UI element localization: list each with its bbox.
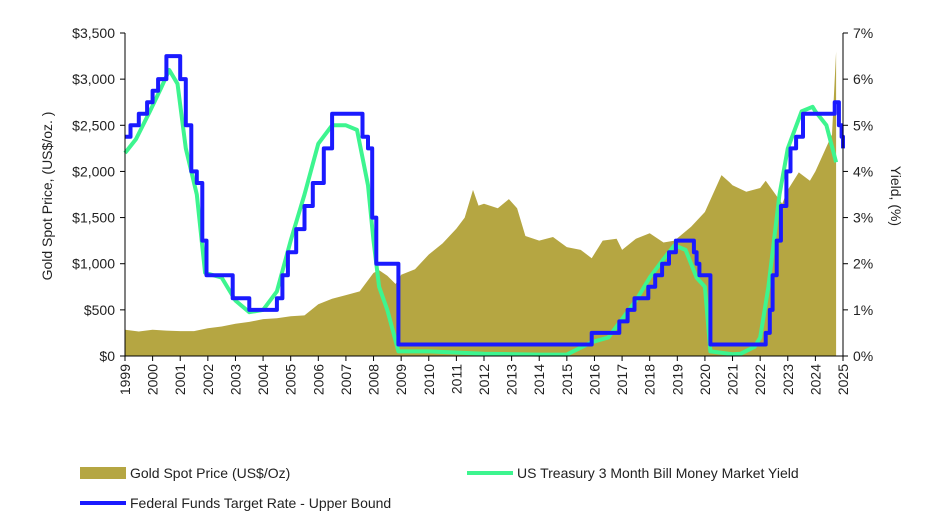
x-tick-label: 2006: [310, 364, 326, 395]
legend-item-fed: Federal Funds Target Rate - Upper Bound: [80, 495, 391, 511]
y-left-tick-label: $1,000: [72, 256, 115, 272]
plot-area: [123, 51, 845, 357]
y-right-tick-label: 1%: [853, 302, 873, 318]
series-line-federal-funds-target-rate-upper-bound: [125, 54, 845, 347]
y-left-tick-label: $3,000: [72, 71, 115, 87]
x-tick-label: 2012: [476, 364, 492, 395]
legend-item-gold: Gold Spot Price (US$/Oz): [80, 465, 290, 481]
x-tick-label: 2013: [504, 364, 520, 395]
x-tick-label: 2003: [228, 364, 244, 395]
legend-label-gold: Gold Spot Price (US$/Oz): [130, 465, 291, 481]
x-tick-label: 2000: [145, 364, 161, 395]
x-tick-label: 2011: [448, 364, 464, 394]
y-axis-right-title: Yield, (%): [888, 166, 904, 226]
x-tick-label: 2016: [587, 364, 603, 395]
x-tick-label: 2014: [531, 364, 547, 395]
y-left-tick-label: $500: [84, 302, 115, 318]
x-tick-label: 2007: [338, 364, 354, 395]
y-right-tick-label: 0%: [853, 348, 873, 364]
y-right-tick-label: 3%: [853, 210, 873, 226]
y-axis-left-title: Gold Spot Price, (US$/oz. ): [39, 112, 55, 281]
x-tick-label: 2008: [366, 364, 382, 395]
x-tick-label: 2018: [642, 364, 658, 395]
series-area-gold-spot-price-us-oz: [125, 51, 837, 356]
x-tick-label: 2019: [669, 364, 685, 395]
x-tick-label: 2002: [200, 364, 216, 395]
x-tick-label: 2023: [780, 364, 796, 395]
x-tick-label: 2020: [697, 364, 713, 395]
x-tick-label: 2001: [172, 364, 188, 395]
y-right-tick-label: 4%: [853, 163, 873, 179]
legend-swatch-fed: [80, 501, 126, 505]
legend-swatch-tbill: [467, 471, 513, 475]
legend-item-tbill: US Treasury 3 Month Bill Money Market Yi…: [467, 465, 799, 481]
x-tick-label: 2015: [559, 364, 575, 395]
y-right-tick-label: 5%: [853, 117, 873, 133]
x-tick-label: 2022: [752, 364, 768, 395]
y-right-tick-label: 2%: [853, 256, 873, 272]
y-left-tick-label: $2,500: [72, 117, 115, 133]
y-right-tick-label: 6%: [853, 71, 873, 87]
x-tick-label: 2021: [725, 364, 741, 395]
x-tick-label: 2017: [614, 364, 630, 395]
x-tick-label: 2005: [283, 364, 299, 395]
x-tick-label: 2010: [421, 364, 437, 395]
y-left-tick-label: $1,500: [72, 210, 115, 226]
y-right-tick-label: 7%: [853, 25, 873, 41]
legend-swatch-gold: [80, 467, 126, 479]
y-left-tick-label: $0: [99, 348, 115, 364]
axes: $0 $500 $1,000 $1,500 $2,000 $2,500 $3,000 $3,5…: [72, 25, 873, 395]
legend-label-tbill: US Treasury 3 Month Bill Money Market Yi…: [517, 465, 799, 481]
y-left-tick-label: $2,000: [72, 163, 115, 179]
y-left-tick-label: $3,500: [72, 25, 115, 41]
x-tick-label: 2024: [807, 364, 823, 395]
x-tick-label: 2009: [393, 364, 409, 395]
x-tick-label: 2004: [255, 364, 271, 395]
legend-label-fed: Federal Funds Target Rate - Upper Bound: [130, 495, 392, 511]
x-tick-label: 2025: [835, 364, 851, 395]
x-tick-label: 1999: [117, 364, 133, 395]
